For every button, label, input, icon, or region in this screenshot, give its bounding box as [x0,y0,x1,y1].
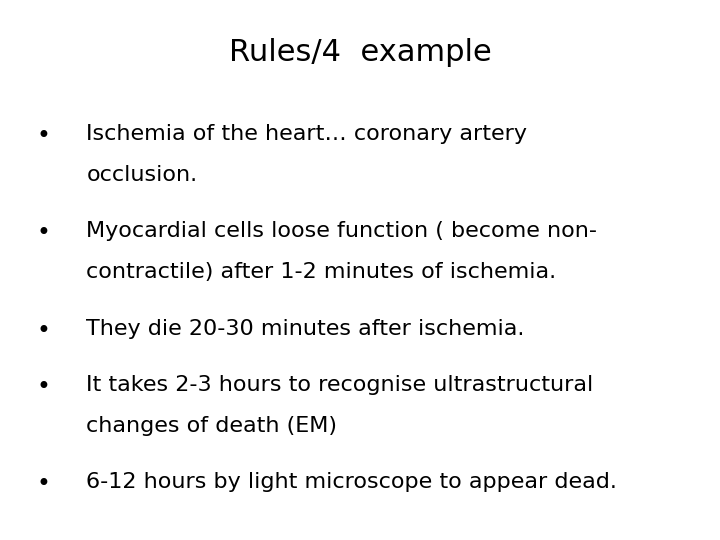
Text: •: • [36,375,50,399]
Text: contractile) after 1-2 minutes of ischemia.: contractile) after 1-2 minutes of ischem… [86,262,557,282]
Text: Rules/4  example: Rules/4 example [229,38,491,67]
Text: It takes 2-3 hours to recognise ultrastructural: It takes 2-3 hours to recognise ultrastr… [86,375,594,395]
Text: •: • [36,319,50,342]
Text: •: • [36,124,50,148]
Text: •: • [36,221,50,245]
Text: 6-12 hours by light microscope to appear dead.: 6-12 hours by light microscope to appear… [86,472,617,492]
Text: Myocardial cells loose function ( become non-: Myocardial cells loose function ( become… [86,221,598,241]
Text: They die 20-30 minutes after ischemia.: They die 20-30 minutes after ischemia. [86,319,525,339]
Text: •: • [36,472,50,496]
Text: occlusion.: occlusion. [86,165,197,185]
Text: changes of death (EM): changes of death (EM) [86,416,338,436]
Text: Ischemia of the heart… coronary artery: Ischemia of the heart… coronary artery [86,124,527,144]
